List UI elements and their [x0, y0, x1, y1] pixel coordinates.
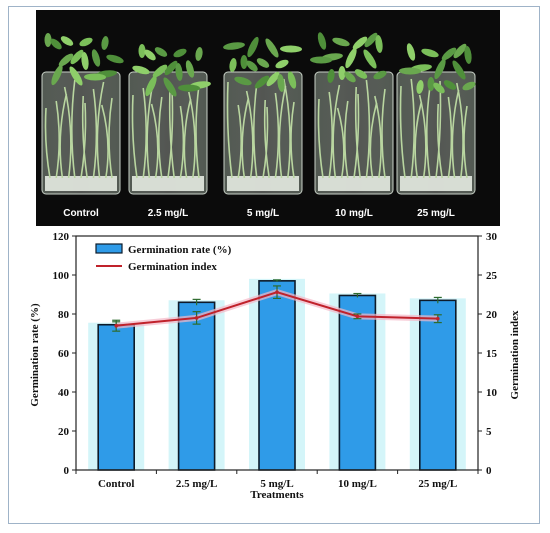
x-tick-label: Control	[98, 478, 134, 490]
y2-tick-label: 0	[486, 465, 492, 477]
bar-germination-rate	[258, 280, 296, 471]
y-tick-label: 40	[58, 387, 70, 399]
legend-item-germination-index: Germination index	[96, 261, 217, 273]
y2-tick-label: 15	[486, 348, 498, 360]
seedling-photo: Control 2.5 mg/L 5 mg/L 10 mg/L 25 mg/L	[36, 10, 500, 226]
photo-label: Control	[63, 208, 99, 219]
seedling-jar	[41, 33, 124, 195]
y-tick-label: 80	[58, 309, 70, 321]
legend-item-germination-rate: Germination rate (%)	[95, 243, 232, 256]
line-point	[355, 314, 360, 319]
x-axis-label: Treatments	[250, 489, 304, 501]
line-point	[194, 316, 199, 320]
seedling-jar	[310, 32, 394, 195]
x-tick-label: 2.5 mg/L	[176, 478, 218, 490]
seedling-jar	[223, 36, 303, 195]
legend-label: Germination rate (%)	[128, 244, 232, 256]
x-tick-label: 10 mg/L	[338, 478, 377, 490]
y-tick-label: 0	[64, 465, 70, 477]
x-tick-label: 5 mg/L	[260, 478, 293, 490]
seedling-jar	[128, 44, 211, 195]
bar-error-bar	[433, 296, 442, 304]
y-tick-label: 120	[53, 231, 70, 243]
y-tick-label: 60	[58, 348, 70, 360]
seedling-jar	[396, 43, 476, 195]
bar-error-bar	[273, 279, 281, 282]
line-point	[114, 323, 118, 328]
y2-tick-label: 25	[486, 270, 498, 282]
legend-label: Germination index	[128, 261, 217, 273]
bar-error-bar	[192, 298, 201, 306]
y-tick-label: 20	[58, 426, 70, 438]
photo-label: 2.5 mg/L	[148, 208, 189, 219]
bar-germination-rate	[177, 301, 216, 471]
y-tick-label: 100	[53, 270, 70, 282]
y2-tick-label: 10	[486, 387, 498, 399]
legend-swatch-bar	[95, 243, 123, 254]
y2-tick-label: 30	[486, 231, 498, 243]
y-axis-label: Germination rate (%)	[29, 303, 41, 407]
photo-label: 5 mg/L	[247, 208, 279, 219]
y2-tick-label: 20	[486, 309, 498, 321]
photo-label: 25 mg/L	[417, 208, 455, 219]
line-point	[275, 290, 279, 294]
photo-label: 10 mg/L	[335, 208, 373, 219]
bar-error-bar	[353, 292, 362, 298]
line-point	[436, 316, 440, 321]
bar-germination-rate	[338, 294, 377, 471]
y2-axis-label: Germination index	[509, 310, 521, 399]
x-tick-label: 25 mg/L	[418, 478, 457, 490]
seedling-photo-image: Control 2.5 mg/L 5 mg/L 10 mg/L 25 mg/L	[36, 10, 500, 226]
bar-germination-rate	[97, 323, 135, 471]
bar-germination-rate	[418, 299, 457, 471]
y2-tick-label: 5	[486, 426, 492, 438]
